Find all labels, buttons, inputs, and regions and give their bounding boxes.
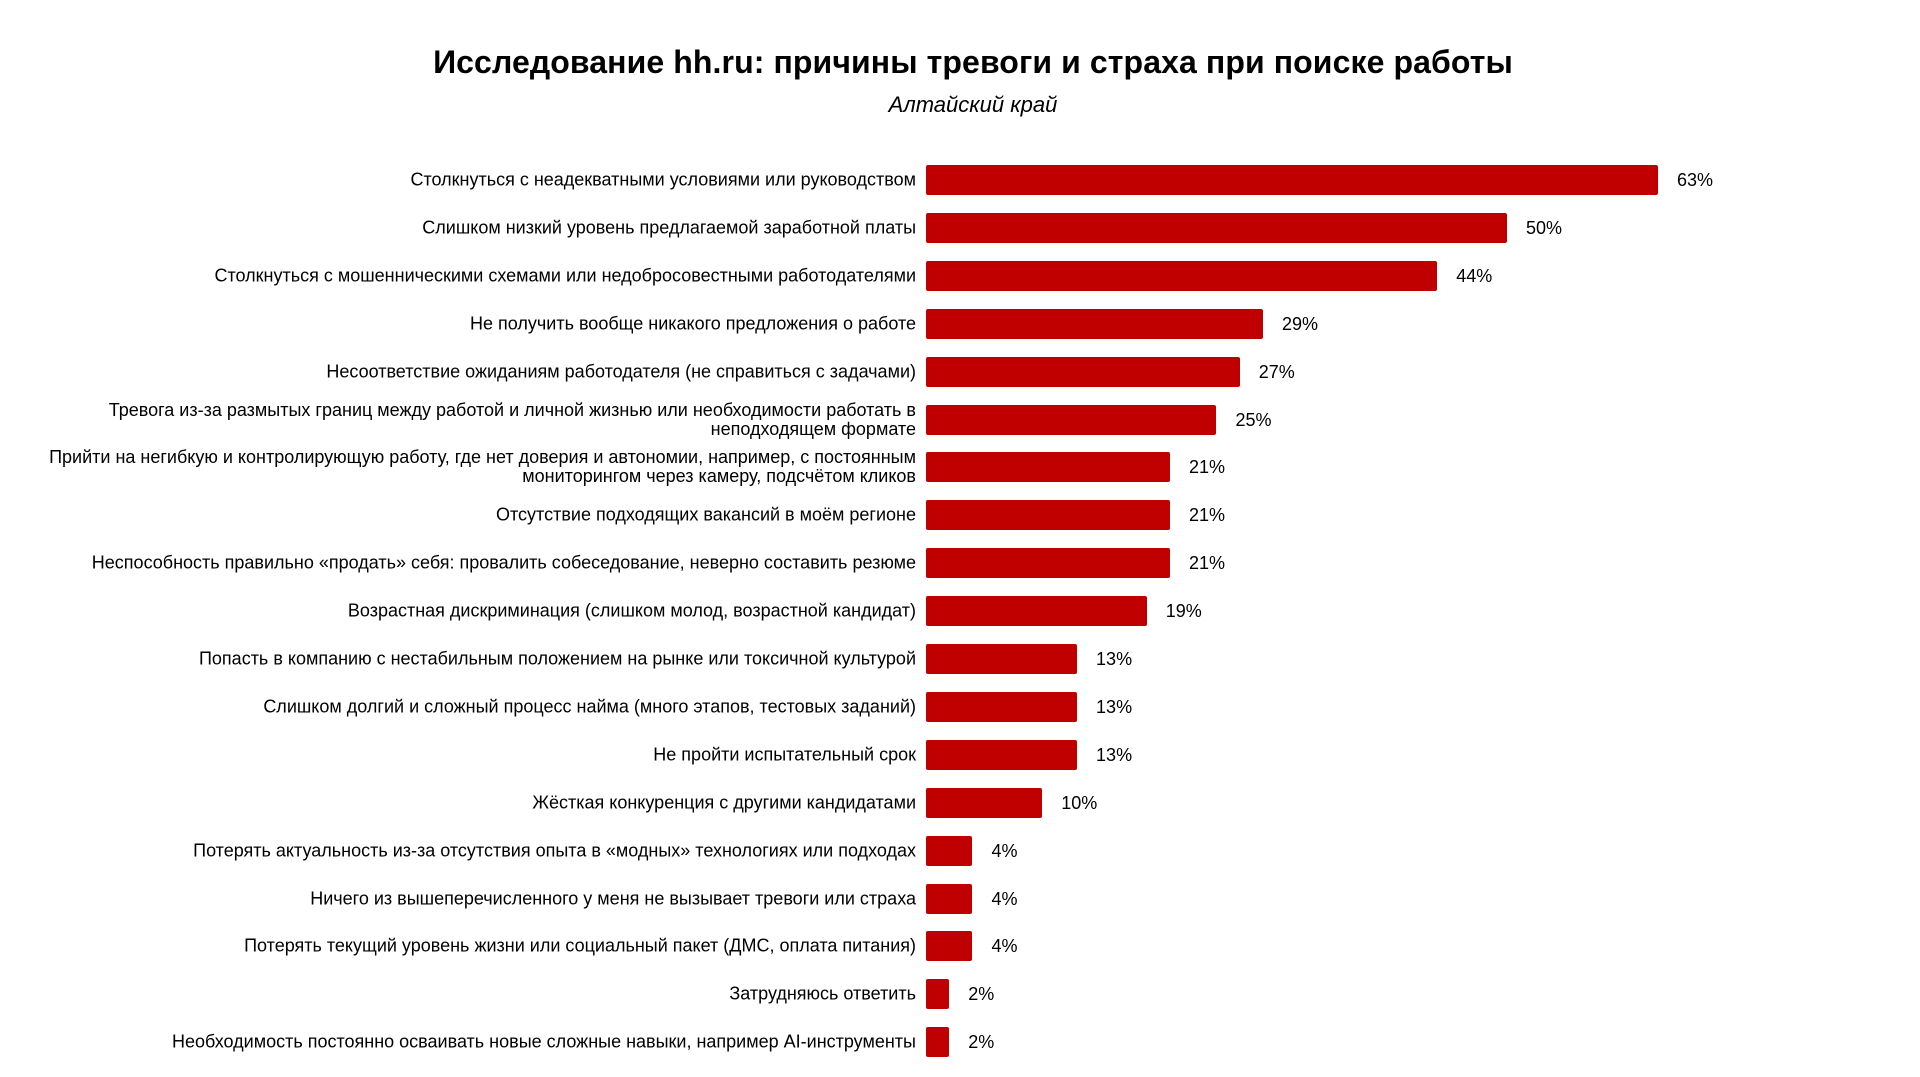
bar — [926, 356, 1240, 387]
bar — [926, 691, 1078, 722]
value-label: 13% — [1096, 649, 1133, 669]
value-label: 4% — [991, 888, 1018, 909]
bar — [926, 404, 1217, 435]
value-label: 13% — [1096, 696, 1133, 717]
value-label: 2% — [968, 984, 995, 1005]
category-label: Не пройти испытательный срок — [653, 744, 916, 765]
value-label: 25% — [1235, 409, 1272, 430]
category-label: Слишком долгий и сложный процесс найма (… — [263, 696, 916, 717]
bar — [926, 787, 1043, 818]
category-label: Потерять актуальность из-за отсутствия о… — [193, 840, 916, 861]
bar — [926, 931, 973, 962]
bar — [926, 644, 1078, 674]
category-label: Ничего из вышеперечисленного у меня не в… — [310, 888, 916, 908]
category-label: Не получить вообще никакого предложения … — [470, 313, 916, 334]
value-label: 10% — [1061, 792, 1098, 813]
value-label: 44% — [1456, 265, 1493, 286]
value-label: 13% — [1096, 744, 1133, 765]
value-label: 4% — [991, 840, 1018, 861]
category-label: Возрастная дискриминация (слишком молод,… — [347, 600, 916, 621]
bar — [926, 548, 1170, 579]
category-label: Потерять текущий уровень жизни или социа… — [244, 935, 916, 956]
category-label: Прийти на негибкую и контролирующую рабо… — [49, 447, 916, 487]
chart-title: Исследование hh.ru: причины тревоги и ст… — [433, 44, 1513, 80]
category-label: Попасть в компанию с нестабильным положе… — [198, 648, 916, 669]
value-label: 2% — [968, 1032, 995, 1053]
bar — [926, 883, 973, 914]
value-label: 21% — [1189, 553, 1226, 574]
value-label: 63% — [1677, 170, 1714, 190]
value-label: 4% — [991, 936, 1018, 957]
chart-subtitle: Алтайский край — [888, 92, 1058, 117]
value-label: 27% — [1258, 361, 1295, 382]
bar — [926, 835, 973, 866]
bar — [926, 212, 1507, 243]
category-label: Тревога из-за размытых границ между рабо… — [108, 399, 916, 439]
category-label: Необходимость постоянно осваивать новые … — [171, 1031, 916, 1052]
category-label: Отсутствие подходящих вакансий в моём ре… — [496, 504, 916, 525]
bar — [926, 308, 1263, 339]
bar — [926, 596, 1147, 627]
category-label: Столкнуться с мошенническими схемами или… — [214, 265, 917, 286]
category-label: Столкнуться с неадекватными условиями ил… — [410, 169, 916, 190]
category-label: Слишком низкий уровень предлагаемой зара… — [422, 217, 916, 238]
category-label: Затрудняюсь ответить — [729, 983, 916, 1004]
value-label: 29% — [1281, 313, 1318, 334]
value-label: 19% — [1165, 601, 1202, 622]
value-label: 21% — [1189, 505, 1226, 526]
bar — [926, 500, 1170, 531]
bar — [926, 452, 1170, 483]
bar — [926, 165, 1658, 195]
category-label: Несоответствие ожиданиям работодателя (н… — [326, 361, 916, 382]
bar — [926, 260, 1438, 291]
bar — [926, 739, 1078, 770]
category-label: Жёсткая конкуренция с другими кандидатам… — [532, 792, 916, 813]
value-label: 50% — [1525, 217, 1562, 238]
bar — [926, 1027, 950, 1058]
value-label: 21% — [1189, 457, 1226, 478]
bar — [926, 979, 950, 1010]
category-label: Неспособность правильно «продать» себя: … — [91, 552, 916, 573]
